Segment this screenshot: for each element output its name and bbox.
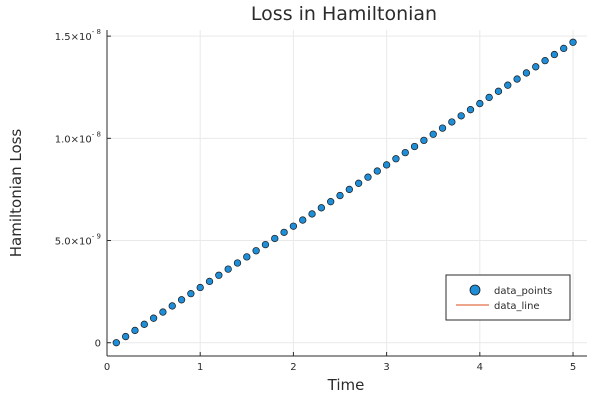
y-tick-label: 5.0×10- 9: [55, 233, 101, 248]
grid: [106, 30, 587, 356]
x-tick-label: 2: [290, 362, 296, 373]
y-tick-mantissa: 1.0×10: [55, 134, 92, 145]
data-point: [504, 81, 512, 89]
data-point: [233, 259, 242, 267]
data-point: [121, 332, 130, 341]
y-tick-label: 0: [95, 339, 101, 350]
data-point: [243, 253, 251, 261]
data-point: [569, 38, 577, 46]
y-tick-mantissa: 5.0×10: [55, 237, 92, 248]
legend-label-data-points: data_points: [494, 286, 552, 297]
y-tick-mantissa: 1.5×10: [55, 32, 92, 43]
data-point: [299, 216, 307, 224]
chart-title: Loss in Hamiltonian: [251, 3, 437, 25]
data-point: [550, 50, 559, 59]
legend: data_points data_line: [445, 274, 571, 321]
data-point: [541, 57, 549, 65]
data-point: [336, 191, 344, 200]
data-point: [112, 339, 120, 347]
data-point: [168, 302, 176, 310]
data-point: [149, 314, 158, 322]
data-point: [261, 240, 270, 249]
data-point: [448, 118, 456, 126]
data-point: [308, 210, 316, 218]
data-point: [364, 173, 372, 181]
data-point: [438, 124, 447, 132]
y-axis-label: Hamiltonian Loss: [7, 129, 25, 258]
data-point: [252, 247, 260, 255]
x-tick-label: 0: [104, 362, 110, 373]
data-point: [476, 99, 484, 108]
data-point: [159, 308, 167, 316]
data-point: [205, 277, 214, 286]
data-point: [457, 112, 465, 120]
data-point: [494, 87, 503, 95]
y-tick-exponent: - 8: [92, 130, 101, 138]
data-point: [485, 93, 493, 102]
data-point: [140, 320, 148, 328]
y-tick-label: 1.5×10- 8: [55, 28, 101, 43]
data-point: [560, 44, 568, 53]
data-point: [327, 198, 335, 206]
data-point: [196, 283, 204, 292]
data-point: [522, 69, 531, 77]
y-tick-exponent: - 9: [92, 233, 101, 241]
data-point: [317, 204, 326, 212]
legend-box: [445, 274, 571, 321]
data-point: [429, 130, 437, 138]
data-point: [355, 179, 363, 187]
x-tick-label: 3: [383, 362, 389, 373]
data-point: [532, 63, 540, 71]
data-point: [345, 185, 353, 194]
data-point: [131, 326, 139, 335]
data-point: [373, 167, 381, 175]
series: [112, 38, 577, 347]
data-point: [420, 136, 428, 145]
x-tick-label: 1: [197, 362, 203, 373]
data-point: [513, 75, 521, 83]
ticks: 0 1 2 3 4 505.0×10- 91.0×10- 81.5×10- 8: [55, 28, 576, 373]
x-tick-label: 5: [570, 362, 576, 373]
x-axis-label: Time: [327, 376, 365, 394]
y-tick-label: 1.0×10- 8: [55, 130, 101, 145]
data-point: [392, 155, 400, 163]
data-point: [280, 228, 288, 236]
data-point: [224, 265, 232, 273]
data-point: [410, 142, 419, 151]
data-point: [401, 148, 409, 157]
legend-marker-data-points: [469, 284, 481, 296]
data-point: [466, 106, 475, 114]
y-tick-exponent: - 8: [92, 28, 101, 36]
data-point: [382, 161, 391, 169]
data-point: [215, 271, 223, 279]
data-point: [289, 222, 298, 230]
data-point: [271, 234, 279, 243]
data-point: [187, 290, 195, 298]
x-tick-label: 4: [477, 362, 483, 373]
data-point: [177, 296, 186, 304]
legend-label-data-line: data_line: [494, 301, 540, 312]
